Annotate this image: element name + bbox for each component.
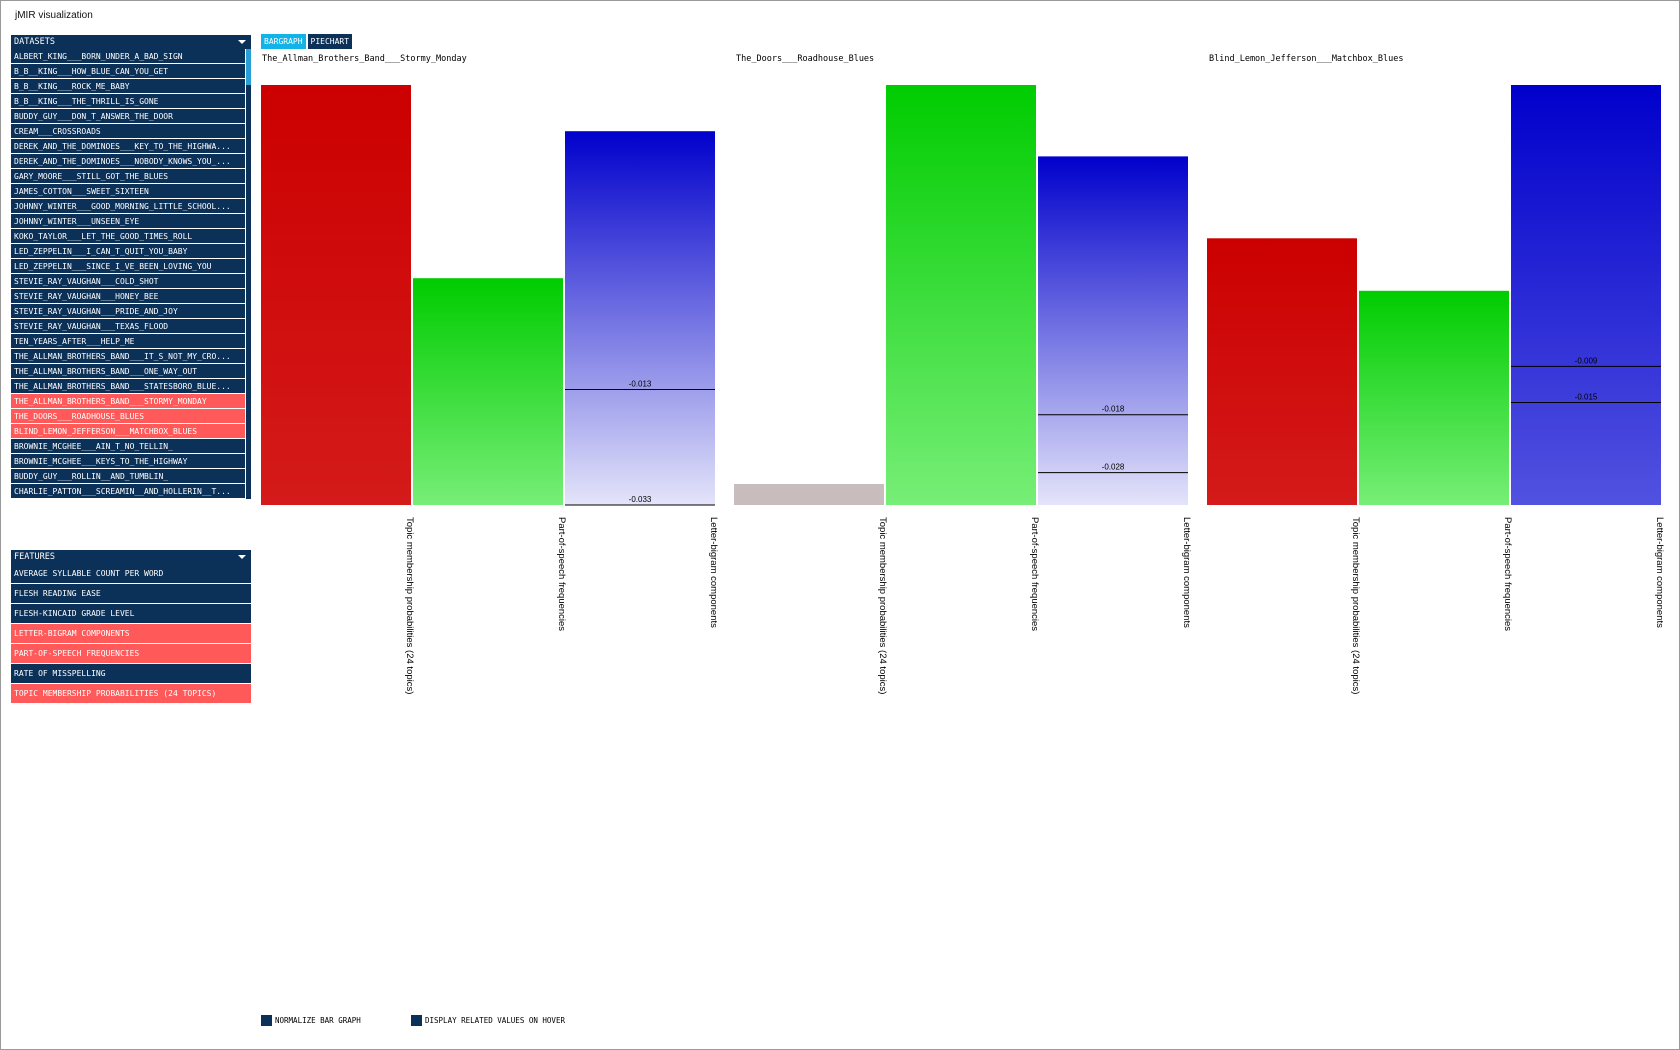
bar-pos[interactable] xyxy=(886,85,1036,505)
dataset-item[interactable]: THE_ALLMAN_BROTHERS_BAND___IT_S_NOT_MY_C… xyxy=(11,349,245,364)
normalize-label: NORMALIZE BAR GRAPH xyxy=(275,1016,361,1025)
dataset-item[interactable]: BUDDY_GUY___DON_T_ANSWER_THE_DOOR xyxy=(11,109,245,124)
datasets-scrollbar[interactable] xyxy=(246,49,251,499)
dataset-item[interactable]: B_B__KING___ROCK_ME_BABY xyxy=(11,79,245,94)
chevron-down-icon[interactable] xyxy=(238,40,246,44)
checkbox-icon[interactable] xyxy=(411,1015,422,1026)
dataset-item[interactable]: DEREK_AND_THE_DOMINOES___KEY_TO_THE_HIGH… xyxy=(11,139,245,154)
category-label: Part-of-speech frequencies xyxy=(556,517,567,631)
category-label: Part-of-speech frequencies xyxy=(1029,517,1040,631)
datasets-list: ALBERT_KING___BORN_UNDER_A_BAD_SIGN B_B__… xyxy=(11,49,251,499)
tab-bargraph[interactable]: BARGRAPH xyxy=(261,34,306,49)
view-tabs: BARGRAPH PIECHART xyxy=(261,34,354,49)
dataset-item[interactable]: BROWNIE_MCGHEE___AIN_T_NO_TELLIN_ xyxy=(11,439,245,454)
dataset-item[interactable]: ALBERT_KING___BORN_UNDER_A_BAD_SIGN xyxy=(11,49,245,64)
dataset-item[interactable]: DEREK_AND_THE_DOMINOES___NOBODY_KNOWS_YO… xyxy=(11,154,245,169)
dataset-item[interactable]: THE_ALLMAN_BROTHERS_BAND___ONE_WAY_OUT xyxy=(11,364,245,379)
dataset-item[interactable]: STEVIE_RAY_VAUGHAN___COLD_SHOT xyxy=(11,274,245,289)
chart-title-2: The_Doors___Roadhouse_Blues xyxy=(736,54,875,64)
dataset-item[interactable]: JOHNNY_WINTER___UNSEEN_EYE xyxy=(11,214,245,229)
bar-bigram[interactable] xyxy=(565,131,715,505)
checkbox-icon[interactable] xyxy=(261,1015,272,1026)
features-header-label: FEATURES xyxy=(14,552,55,562)
dataset-item[interactable]: THE_DOORS___ROADHOUSE_BLUES xyxy=(11,409,245,424)
dataset-item[interactable]: LED_ZEPPELIN___SINCE_I_VE_BEEN_LOVING_YO… xyxy=(11,259,245,274)
dataset-item[interactable]: STEVIE_RAY_VAUGHAN___TEXAS_FLOOD xyxy=(11,319,245,334)
feature-item[interactable]: Topic Membership Probabilities (24 topic… xyxy=(11,684,251,704)
chart-title-1: The_Allman_Brothers_Band___Stormy_Monday xyxy=(262,54,467,64)
datasets-header-label: DATASETS xyxy=(14,37,55,47)
datasets-scrollbar-thumb[interactable] xyxy=(246,49,251,85)
tab-piechart[interactable]: PIECHART xyxy=(307,34,353,49)
data-label: -0.033 xyxy=(629,495,652,504)
bar-group-3: Topic membership probabilities (24 topic… xyxy=(1207,85,1665,694)
data-label: -0.009 xyxy=(1575,356,1598,365)
category-label: Part-of-speech frequencies xyxy=(1502,517,1513,631)
dataset-item[interactable]: KOKO_TAYLOR___LET_THE_GOOD_TIMES_ROLL xyxy=(11,229,245,244)
features-list: Average Syllable Count Per Word Flesh Rea… xyxy=(11,564,251,704)
bar-charts: Topic membership probabilities (24 topic… xyxy=(261,85,1665,694)
features-dropdown-header[interactable]: FEATURES xyxy=(11,550,251,564)
dataset-item[interactable]: B_B__KING___THE_THRILL_IS_GONE xyxy=(11,94,245,109)
bar-topic[interactable] xyxy=(261,85,411,505)
category-label: Topic membership probabilities (24 topic… xyxy=(877,517,888,694)
datasets-dropdown-header[interactable]: DATASETS xyxy=(11,35,251,49)
dataset-item[interactable]: JAMES_COTTON___SWEET_SIXTEEN xyxy=(11,184,245,199)
data-label: -0.013 xyxy=(629,380,652,389)
data-label: -0.015 xyxy=(1575,393,1598,402)
dataset-item[interactable]: LED_ZEPPELIN___I_CAN_T_QUIT_YOU_BABY xyxy=(11,244,245,259)
dataset-item[interactable]: TEN_YEARS_AFTER___HELP_ME xyxy=(11,334,245,349)
feature-item[interactable]: Flesh-Kincaid Grade Level xyxy=(11,604,251,624)
dataset-item[interactable]: CREAM___CROSSROADS xyxy=(11,124,245,139)
chart-title-3: Blind_Lemon_Jefferson___Matchbox_Blues xyxy=(1209,54,1404,64)
data-label: -0.018 xyxy=(1102,405,1125,414)
dataset-item[interactable]: GARY_MOORE___STILL_GOT_THE_BLUES xyxy=(11,169,245,184)
feature-item[interactable]: Part-of-Speech Frequencies xyxy=(11,644,251,664)
dataset-item[interactable]: BUDDY_GUY___ROLLIN__AND_TUMBLIN_ xyxy=(11,469,245,484)
bar-topic[interactable] xyxy=(734,484,884,505)
dataset-item[interactable]: STEVIE_RAY_VAUGHAN___PRIDE_AND_JOY xyxy=(11,304,245,319)
dataset-item[interactable]: BLIND_LEMON_JEFFERSON___MATCHBOX_BLUES xyxy=(11,424,245,439)
bar-group-2: Topic membership probabilities (24 topic… xyxy=(734,85,1192,694)
dataset-item[interactable]: CHARLIE_PATTON___SCREAMIN__AND_HOLLERIN_… xyxy=(11,484,245,499)
dataset-item[interactable]: B_B__KING___HOW_BLUE_CAN_YOU_GET xyxy=(11,64,245,79)
category-label: Letter-bigram components xyxy=(1181,517,1192,628)
feature-item[interactable]: Flesh Reading Ease xyxy=(11,584,251,604)
category-label: Letter-bigram components xyxy=(708,517,719,628)
normalize-bar-graph-checkbox[interactable]: NORMALIZE BAR GRAPH xyxy=(261,1015,361,1026)
category-label: Letter-bigram components xyxy=(1654,517,1665,628)
datasets-panel: DATASETS ALBERT_KING___BORN_UNDER_A_BAD_… xyxy=(11,35,251,499)
features-panel: FEATURES Average Syllable Count Per Word… xyxy=(11,550,251,704)
category-label: Topic membership probabilities (24 topic… xyxy=(1350,517,1361,694)
bar-bigram[interactable] xyxy=(1038,156,1188,505)
feature-item[interactable]: Letter-Bigram Components xyxy=(11,624,251,644)
bar-pos[interactable] xyxy=(413,278,563,505)
chevron-down-icon[interactable] xyxy=(238,555,246,559)
category-label: Topic membership probabilities (24 topic… xyxy=(404,517,415,694)
bar-group-1: Topic membership probabilities (24 topic… xyxy=(261,85,719,694)
bar-topic[interactable] xyxy=(1207,238,1357,506)
window-title: jMIR visualization xyxy=(15,10,93,21)
dataset-item[interactable]: THE_ALLMAN_BROTHERS_BAND___STORMY_MONDAY xyxy=(11,394,245,409)
feature-item[interactable]: Rate of Misspelling xyxy=(11,664,251,684)
feature-item[interactable]: Average Syllable Count Per Word xyxy=(11,564,251,584)
bar-pos[interactable] xyxy=(1359,290,1509,505)
dataset-item[interactable]: STEVIE_RAY_VAUGHAN___HONEY_BEE xyxy=(11,289,245,304)
dataset-item[interactable]: BROWNIE_MCGHEE___KEYS_TO_THE_HIGHWAY xyxy=(11,454,245,469)
display-hover-values-checkbox[interactable]: DISPLAY RELATED VALUES ON HOVER xyxy=(411,1015,565,1026)
data-label: -0.028 xyxy=(1102,463,1125,472)
bar-bigram[interactable] xyxy=(1511,85,1661,505)
dataset-item[interactable]: JOHNNY_WINTER___GOOD_MORNING_LITTLE_SCHO… xyxy=(11,199,245,214)
hover-label: DISPLAY RELATED VALUES ON HOVER xyxy=(425,1016,565,1025)
dataset-item[interactable]: THE_ALLMAN_BROTHERS_BAND___STATESBORO_BL… xyxy=(11,379,245,394)
